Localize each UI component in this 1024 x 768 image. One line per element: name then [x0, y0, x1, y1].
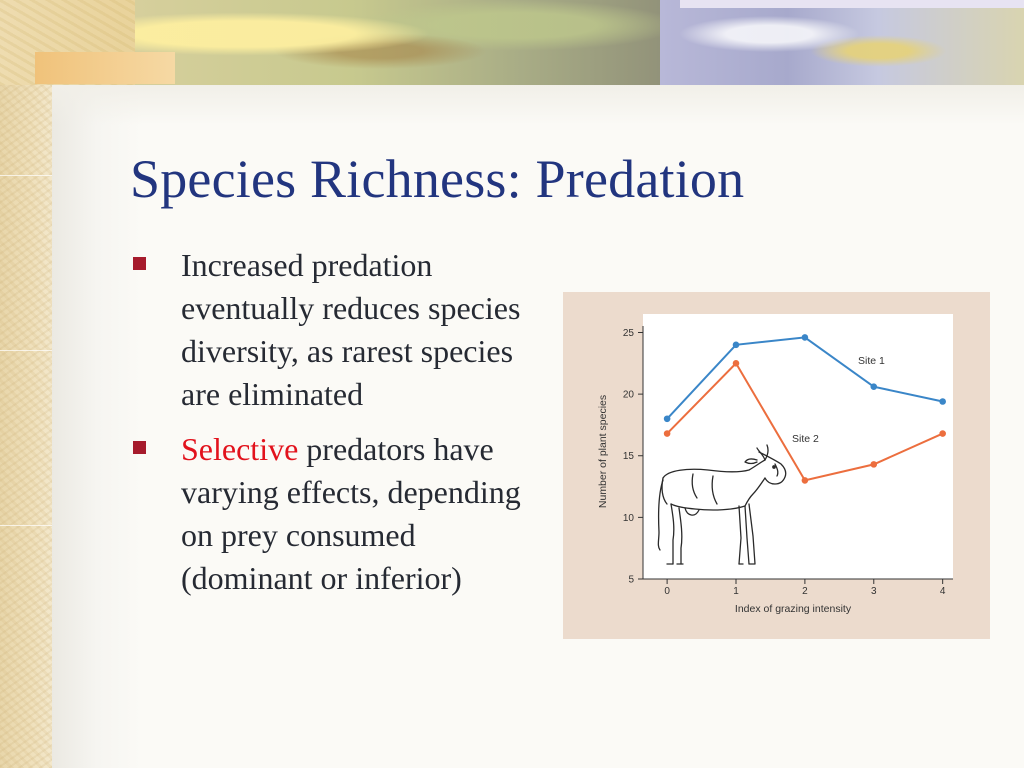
- data-point: [870, 383, 878, 391]
- bullet-item: Selective predators have varying effects…: [131, 428, 531, 600]
- y-tick-label: 15: [623, 451, 635, 462]
- x-tick-label: 1: [733, 586, 739, 597]
- line-chart: 5 10 15 20 25 0 1 2 3 4 Index of grazing intensity…: [597, 314, 953, 615]
- data-point: [663, 430, 671, 437]
- square-bullet-icon: [133, 441, 146, 454]
- data-point: [939, 430, 946, 437]
- series-label: Site 2: [792, 433, 819, 445]
- data-point: [663, 415, 671, 423]
- slide-title: Species Richness: Predation: [130, 149, 745, 209]
- banner-wave-image: [660, 0, 1024, 85]
- data-point: [801, 477, 809, 484]
- series-label: Site 1: [858, 355, 885, 367]
- x-axis-label: Index of grazing intensity: [735, 603, 852, 615]
- square-bullet-icon: [133, 257, 146, 270]
- highlighted-word: Selective: [181, 431, 299, 467]
- y-tick-label: 10: [623, 513, 635, 524]
- y-tick-label: 5: [628, 575, 634, 586]
- data-point: [732, 360, 740, 367]
- bullet-list: Increased predation eventually reduces s…: [131, 244, 531, 612]
- data-point: [801, 334, 809, 341]
- left-texture-strip: [0, 0, 52, 768]
- y-axis-label: Number of plant species: [597, 395, 609, 508]
- data-point: [732, 341, 740, 349]
- banner-accent-block: [35, 52, 175, 84]
- x-tick-label: 4: [940, 586, 946, 597]
- cow-icon: [657, 444, 787, 565]
- x-tick-label: 0: [664, 586, 670, 597]
- plot-area: [643, 314, 953, 579]
- y-tick-label: 25: [623, 328, 635, 339]
- data-point: [939, 398, 946, 405]
- bullet-item: Increased predation eventually reduces s…: [131, 244, 531, 416]
- bullet-text: Selective predators have varying effects…: [181, 431, 521, 596]
- banner-leaves-image: [135, 0, 680, 85]
- bullet-text: Increased predation eventually reduces s…: [181, 247, 521, 412]
- top-banner: [0, 0, 1024, 85]
- x-tick-label: 2: [802, 586, 808, 597]
- data-point: [870, 461, 878, 468]
- x-tick-label: 3: [871, 586, 877, 597]
- grazing-figure: 5 10 15 20 25 0 1 2 3 4 Index of grazing intensity…: [563, 292, 990, 639]
- y-tick-label: 20: [623, 390, 635, 401]
